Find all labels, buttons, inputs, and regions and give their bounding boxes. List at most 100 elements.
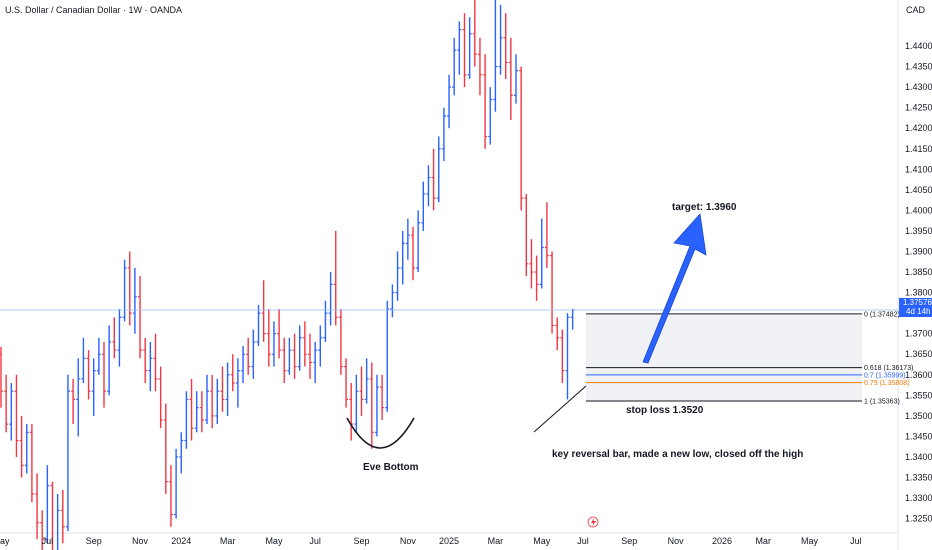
- price-axis[interactable]: [898, 0, 932, 550]
- ohlc-bar: [225, 362, 230, 416]
- eve-bottom-arc[interactable]: [346, 417, 415, 449]
- ohlc-bar: [344, 358, 349, 408]
- y-tick-label: 1.33000: [905, 493, 932, 503]
- ohlc-bars: [0, 0, 575, 550]
- y-tick-label: 1.43000: [905, 82, 932, 92]
- ohlc-bar: [19, 415, 24, 478]
- eve-bottom-label: Eve Bottom: [363, 462, 419, 473]
- stop-loss-label: stop loss 1.3520: [626, 405, 704, 416]
- ohlc-bar: [514, 54, 518, 104]
- ohlc-bar: [215, 378, 220, 425]
- x-tick-label: Nov: [668, 536, 685, 546]
- y-tick-label: 1.43500: [905, 62, 932, 72]
- ohlc-bar: [488, 87, 493, 145]
- ohlc-bar: [467, 17, 472, 79]
- x-tick-label: Mar: [488, 536, 504, 546]
- fib-level-label: 0.79 (1.35808): [864, 380, 910, 387]
- key-reversal-pointer[interactable]: [533, 385, 587, 433]
- x-tick-label: May: [801, 536, 819, 546]
- y-tick-label: 1.40000: [905, 205, 932, 215]
- ohlc-bar: [143, 337, 148, 384]
- ohlc-bar: [138, 276, 143, 359]
- ohlc-bar: [369, 362, 374, 449]
- ohlc-bar: [292, 333, 297, 379]
- x-tick-label: Jul: [850, 536, 862, 546]
- ohlc-bar: [560, 329, 565, 384]
- ohlc-bar: [56, 493, 60, 550]
- ohlc-bar: [91, 358, 96, 416]
- x-tick-label: Sep: [86, 536, 102, 546]
- ohlc-bar: [158, 366, 163, 429]
- fib-level-label: 1 (1.35363): [864, 398, 900, 405]
- ohlc-bar: [220, 366, 225, 412]
- ohlc-bar: [35, 473, 40, 540]
- y-tick-label: 1.36500: [905, 349, 932, 359]
- ohlc-bar: [452, 37, 457, 96]
- ohlc-bar: [102, 341, 106, 408]
- ohlc-bar: [493, 0, 498, 112]
- ohlc-bar: [153, 333, 158, 392]
- fibonacci-retracement[interactable]: 0 (1.37482) 0.618 (1.36173)0.7 (1.35999)0…: [586, 311, 913, 405]
- x-tick-label: Jul: [309, 536, 321, 546]
- y-tick-label: 1.40500: [905, 185, 932, 195]
- ohlc-bar: [328, 272, 333, 326]
- y-tick-label: 1.32500: [905, 514, 932, 524]
- ohlc-bar: [308, 333, 312, 379]
- x-axis-ticks: May Jul Sep Nov 2024 Mar May Jul Sep Nov 2025 Mar Ma…: [0, 536, 862, 546]
- ohlc-bar: [81, 337, 86, 384]
- ohlc-bar: [503, 13, 508, 79]
- ohlc-bar: [447, 74, 452, 129]
- ohlc-bar: [359, 366, 364, 416]
- target-arrow[interactable]: [642, 213, 707, 364]
- ohlc-bar: [411, 226, 415, 281]
- ohlc-bar: [40, 510, 45, 550]
- last-price-value: 1.37576: [903, 298, 932, 307]
- ohlc-bar: [210, 374, 215, 429]
- ohlc-bar: [14, 374, 19, 457]
- y-tick-label: 1.36000: [905, 370, 932, 380]
- ohlc-bar: [385, 300, 390, 412]
- ohlc-bar: [519, 66, 524, 211]
- ohlc-bar: [256, 304, 261, 347]
- ohlc-bar: [550, 251, 555, 334]
- ohlc-bar: [117, 309, 122, 367]
- ohlc-bar: [534, 255, 539, 301]
- ohlc-bar: [45, 465, 50, 544]
- ohlc-bar: [71, 378, 76, 425]
- ohlc-bar: [529, 239, 534, 289]
- ohlc-bar: [498, 4, 503, 75]
- ohlc-bar: [539, 218, 544, 289]
- ohlc-bar: [65, 374, 70, 531]
- y-tick-label: 1.38500: [905, 267, 932, 277]
- ohlc-bar: [462, 13, 467, 88]
- x-tick-label: Sep: [353, 536, 369, 546]
- ohlc-bar: [230, 354, 235, 392]
- chart-title: U.S. Dollar / Canadian Dollar · 1W · OAN…: [5, 5, 182, 15]
- ohlc-bar: [148, 341, 153, 392]
- ohlc-bar: [189, 378, 194, 441]
- bolt-icon[interactable]: [587, 516, 599, 528]
- x-tick-label: Sep: [621, 536, 637, 546]
- ohlc-bar: [199, 391, 204, 433]
- y-tick-label: 1.41000: [905, 164, 932, 174]
- fib-level-label: 0 (1.37482): [864, 311, 900, 318]
- y-tick-label: 1.37000: [905, 329, 932, 339]
- ohlc-bar: [318, 325, 323, 367]
- ohlc-bar: [364, 358, 369, 404]
- ohlc-bar: [287, 337, 292, 375]
- ohlc-bar: [0, 346, 3, 408]
- key-reversal-label: key reversal bar, made a new low, closed…: [552, 449, 803, 460]
- ohlc-bar: [421, 181, 426, 231]
- y-tick-label: 1.42000: [905, 123, 932, 133]
- y-tick-label: 1.41500: [905, 144, 932, 154]
- x-tick-label: May: [533, 536, 551, 546]
- ohlc-bar: [9, 383, 14, 441]
- ohlc-bar: [60, 489, 65, 544]
- last-price-badge: [899, 298, 932, 317]
- y-tick-label: 1.34500: [905, 431, 932, 441]
- ohlc-bar: [122, 259, 127, 322]
- x-tick-label: Jul: [42, 536, 54, 546]
- drawings[interactable]: [0, 213, 898, 528]
- ohlc-bar: [282, 337, 287, 384]
